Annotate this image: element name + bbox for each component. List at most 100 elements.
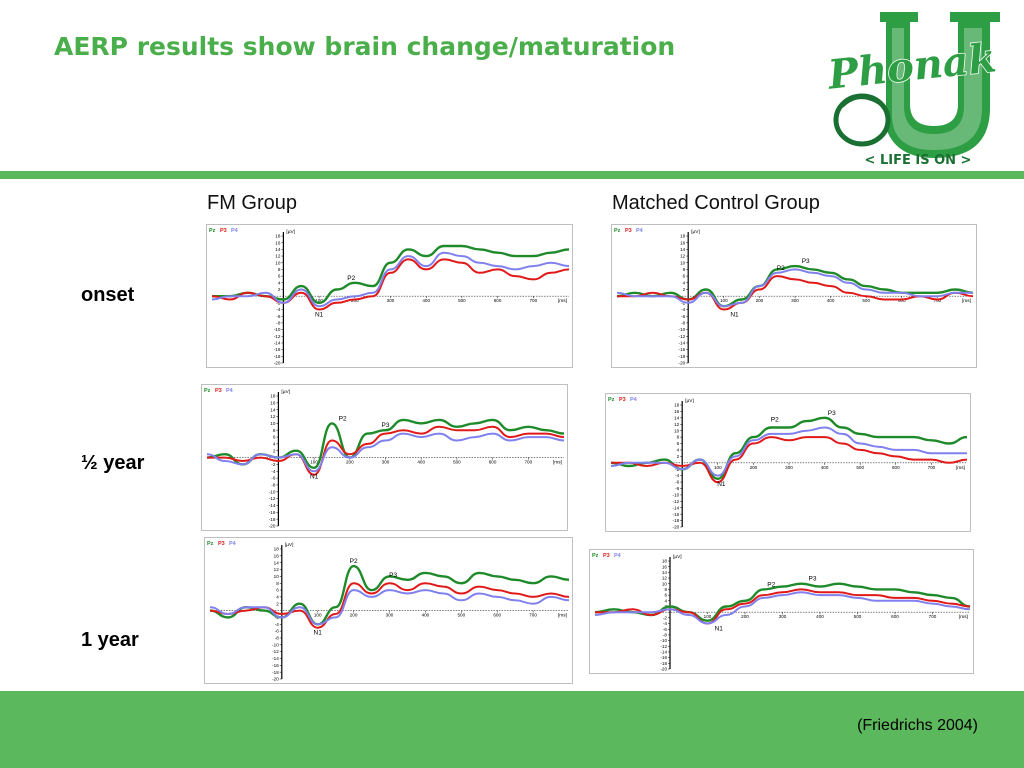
series-line-p4 xyxy=(209,589,570,626)
x-tick-label: 400 xyxy=(422,613,430,618)
x-tick-label: 600 xyxy=(892,465,900,470)
y-tick-label: 16 xyxy=(662,564,668,569)
x-tick-label: 100 xyxy=(314,613,322,618)
y-tick-label: -18 xyxy=(660,661,667,666)
x-tick-label: 400 xyxy=(417,460,425,465)
y-tick-label: 8 xyxy=(278,267,281,272)
x-tick-label: 500 xyxy=(458,298,466,303)
y-tick-label: -8 xyxy=(681,320,686,325)
x-tick-label: 300 xyxy=(785,465,793,470)
y-tick-label: 6 xyxy=(278,274,281,279)
series-line-pz xyxy=(616,264,974,308)
y-tick-label: 4 xyxy=(664,598,667,603)
header-divider xyxy=(0,171,1024,179)
y-tick-label: 10 xyxy=(274,574,280,579)
y-tick-label: -4 xyxy=(271,469,276,474)
x-tick-label: 300 xyxy=(791,298,799,303)
legend-label: P3 xyxy=(218,541,225,547)
y-tick-label: -12 xyxy=(673,499,680,504)
y-tick-label: -16 xyxy=(673,512,680,517)
y-tick-label: -8 xyxy=(663,632,668,637)
y-tick-label: -6 xyxy=(675,480,680,485)
x-tick-label: 400 xyxy=(422,298,430,303)
y-tick-label: -4 xyxy=(276,307,281,312)
y-tick-label: -12 xyxy=(272,649,279,654)
legend-label: P3 xyxy=(215,388,222,394)
y-tick-label: 18 xyxy=(270,394,276,399)
x-tick-label: 200 xyxy=(756,298,764,303)
x-tick-label: 100 xyxy=(315,298,323,303)
column-header-fm-group: FM Group xyxy=(207,192,298,214)
peak-label: P3 xyxy=(802,258,810,265)
y-tick-label: 12 xyxy=(274,567,280,572)
y-tick-label: -14 xyxy=(274,341,281,346)
peak-label: P2 xyxy=(350,558,358,565)
y-tick-label: -18 xyxy=(272,670,279,675)
y-tick-label: -2 xyxy=(663,615,668,620)
x-unit-label: [ms] xyxy=(956,465,965,471)
legend-label: P3 xyxy=(619,397,626,403)
series-line-pz xyxy=(610,416,968,480)
y-unit-label: [µV] xyxy=(281,389,290,395)
legend-label: P3 xyxy=(603,553,610,559)
x-tick-label: 500 xyxy=(856,465,864,470)
y-tick-label: -10 xyxy=(269,489,276,494)
y-tick-label: 2 xyxy=(677,454,680,459)
y-tick-label: -18 xyxy=(274,354,281,359)
y-tick-label: -6 xyxy=(663,627,668,632)
peak-label: P3 xyxy=(389,572,397,579)
y-tick-label: -10 xyxy=(660,638,667,643)
x-tick-label: 100 xyxy=(704,614,712,619)
y-tick-label: -16 xyxy=(660,655,667,660)
y-tick-label: -14 xyxy=(272,656,279,661)
y-tick-label: -2 xyxy=(681,300,686,305)
y-tick-label: -4 xyxy=(663,621,668,626)
x-tick-label: 700 xyxy=(524,460,532,465)
y-tick-label: 14 xyxy=(674,415,680,420)
y-tick-label: 8 xyxy=(677,435,680,440)
x-tick-label: 500 xyxy=(862,298,870,303)
y-tick-label: 6 xyxy=(664,593,667,598)
y-tick-label: 10 xyxy=(275,260,281,265)
y-tick-label: -12 xyxy=(274,334,281,339)
y-tick-label: -10 xyxy=(679,327,686,332)
legend-label: Pz xyxy=(592,553,599,559)
y-tick-label: 12 xyxy=(275,254,281,259)
y-tick-label: 12 xyxy=(674,422,680,427)
slide-title: AERP results show brain change/maturatio… xyxy=(54,32,676,61)
logo-tagline: < LIFE IS ON > xyxy=(865,153,972,168)
y-tick-label: 18 xyxy=(274,547,280,552)
x-unit-label: [ms] xyxy=(553,460,562,466)
y-tick-label: -10 xyxy=(673,492,680,497)
y-tick-label: 16 xyxy=(680,240,686,245)
x-tick-label: 400 xyxy=(816,614,824,619)
x-unit-label: [ms] xyxy=(962,298,971,304)
x-tick-label: 700 xyxy=(929,614,937,619)
series-line-pz xyxy=(209,564,570,626)
x-tick-label: 600 xyxy=(898,298,906,303)
y-unit-label: [µV] xyxy=(673,554,682,560)
x-unit-label: [ms] xyxy=(558,613,567,619)
y-tick-label: 2 xyxy=(276,601,279,606)
x-tick-label: 400 xyxy=(827,298,835,303)
peak-label: N1 xyxy=(715,626,724,633)
y-tick-label: 18 xyxy=(662,559,668,564)
x-tick-label: 200 xyxy=(741,614,749,619)
y-tick-label: -8 xyxy=(276,320,281,325)
y-unit-label: [µV] xyxy=(286,229,295,235)
y-tick-label: -20 xyxy=(269,524,276,529)
x-tick-label: 600 xyxy=(891,614,899,619)
y-tick-label: 8 xyxy=(664,587,667,592)
legend-label: Pz xyxy=(209,228,216,234)
series-line-p4 xyxy=(594,591,971,625)
y-tick-label: 10 xyxy=(270,421,276,426)
y-tick-label: -4 xyxy=(681,307,686,312)
legend-label: P4 xyxy=(231,228,239,234)
y-tick-label: -8 xyxy=(271,483,276,488)
legend-label: P3 xyxy=(220,228,227,234)
legend-label: P4 xyxy=(226,388,234,394)
citation: (Friedrichs 2004) xyxy=(857,717,978,734)
y-tick-label: 10 xyxy=(680,260,686,265)
